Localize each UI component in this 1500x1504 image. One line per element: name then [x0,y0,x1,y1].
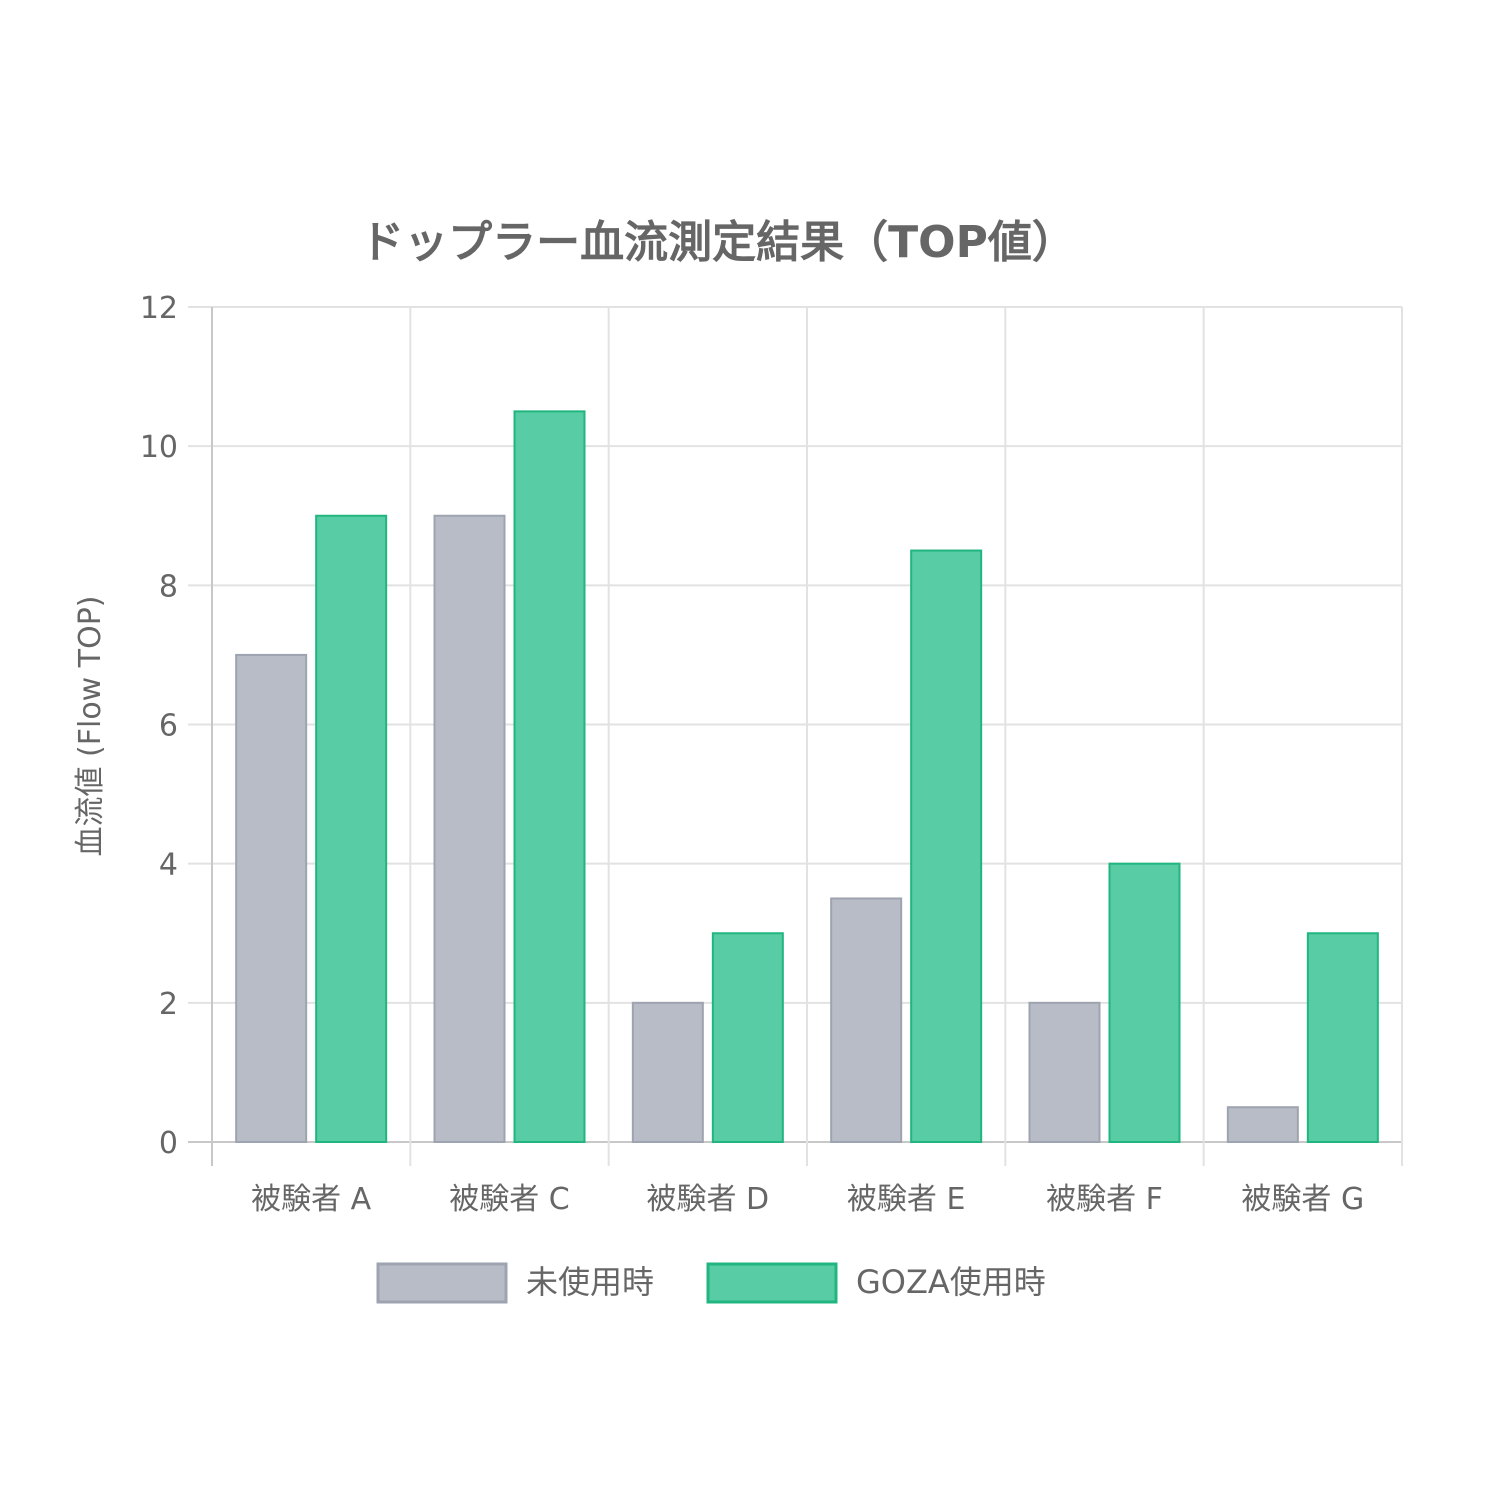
x-tick-label: 被験者 C [449,1182,569,1217]
x-tick-label: 被験者 A [251,1182,372,1217]
bar [1108,862,1181,1144]
bar [1306,932,1379,1143]
bar [315,514,388,1143]
legend-swatch [706,1262,838,1304]
bar [1028,1001,1101,1143]
y-tick-label: 12 [140,291,178,326]
bar [910,549,983,1143]
y-tick-label: 2 [159,987,178,1022]
y-axis-label: 血流値 (Flow TOP) [73,596,108,857]
legend-swatch [376,1262,508,1304]
y-tick-label: 0 [159,1126,178,1161]
bar [513,410,586,1143]
x-tick-label: 被験者 E [847,1182,966,1217]
grid [188,306,1403,1166]
bar [1226,1106,1299,1144]
x-tick-label: 被験者 G [1241,1182,1364,1217]
x-axis-ticks: 被験者 A 被験者 C 被験者 D 被験者 E 被験者 F 被験者 G [251,1182,1364,1217]
x-tick-label: 被験者 F [1046,1182,1163,1217]
bar [631,1001,704,1143]
y-axis-ticks: 0 2 4 6 8 10 12 [140,291,178,1161]
chart-title: ドップラー血流測定結果（TOP値） [360,217,1076,268]
y-tick-label: 10 [140,430,178,465]
y-tick-label: 4 [159,848,178,883]
y-tick-label: 8 [159,569,178,604]
bar [830,897,903,1143]
bar [711,932,784,1143]
legend-label: 未使用時 [526,1263,654,1301]
bar [235,653,308,1144]
x-tick-label: 被験者 D [647,1182,770,1217]
bar [433,514,506,1143]
y-tick-label: 6 [159,709,178,744]
legend-label: GOZA使用時 [856,1263,1046,1301]
bars [235,410,1379,1144]
legend: 未使用時 GOZA使用時 [376,1262,1046,1304]
